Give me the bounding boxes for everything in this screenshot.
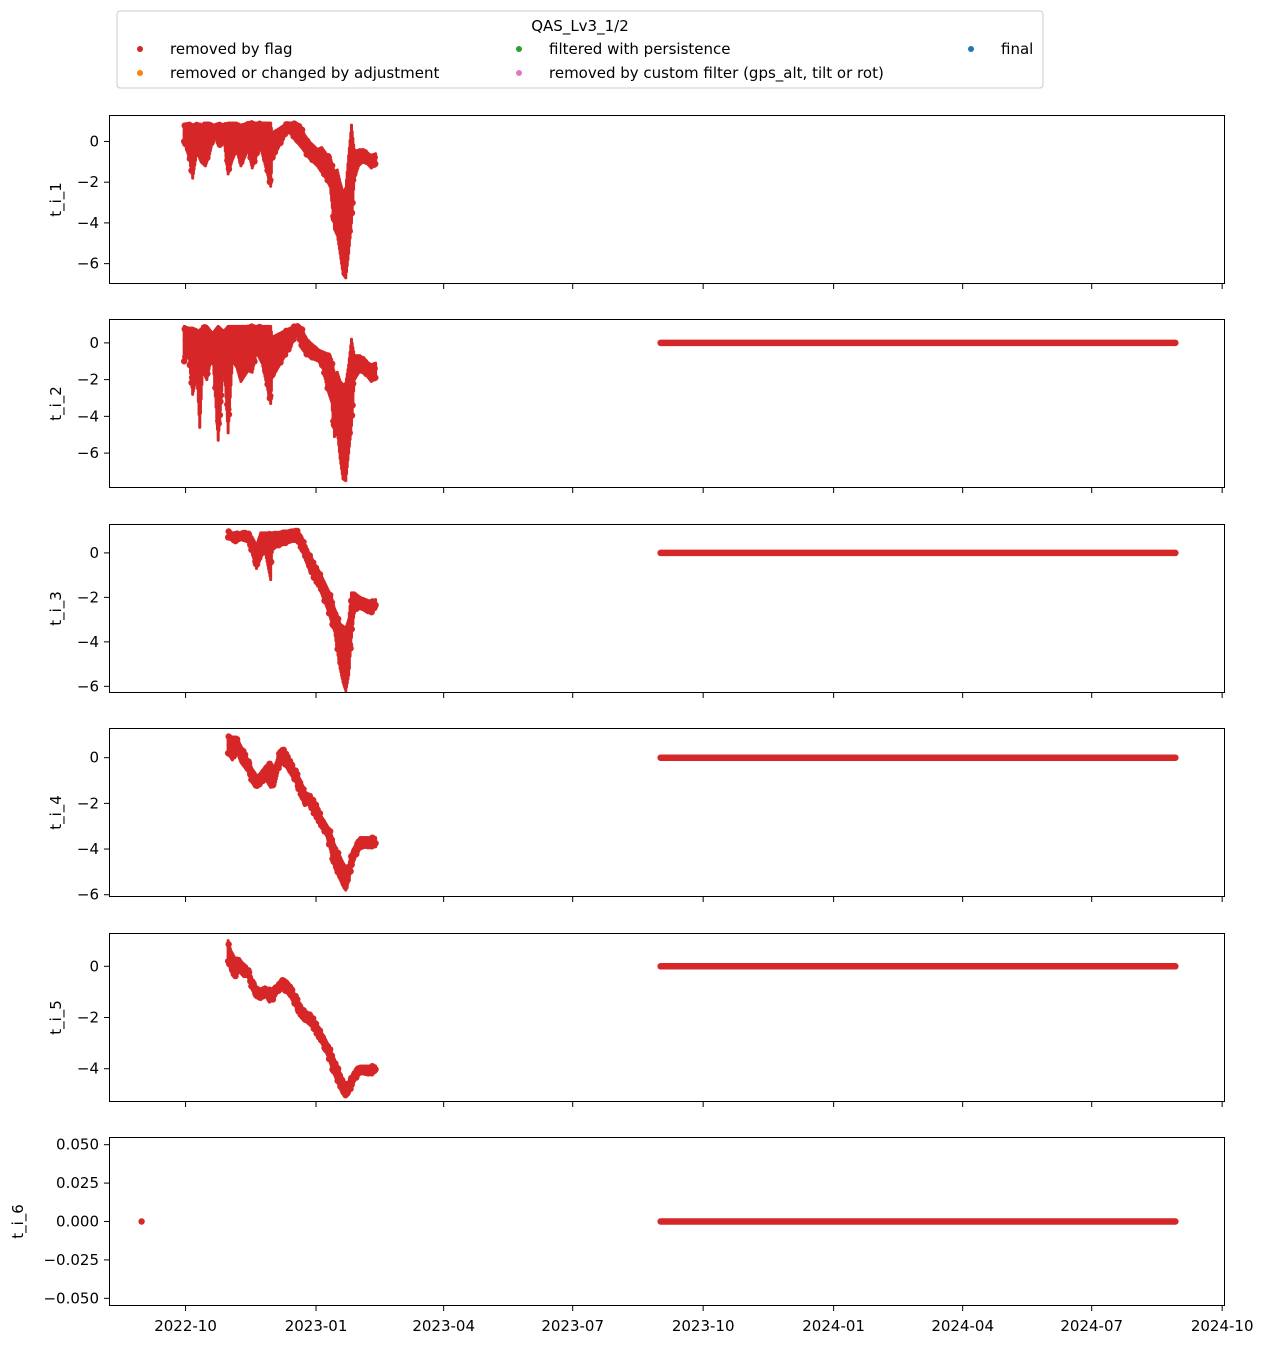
y-tick-label: −4 (77, 407, 99, 425)
x-tick-label: 2024-04 (931, 1317, 994, 1335)
data-points (180, 323, 1179, 483)
subplot-t-i-6: 0.050 0.025 0.000 −0.025 −0.050 t_i_6 2022-10 2… (9, 1136, 1254, 1335)
legend-label-removed-or-changed-by-adjustment: removed or changed by adjustment (170, 64, 439, 82)
y-tick-label: 0 (89, 544, 99, 562)
data-points (180, 120, 379, 280)
y-tick-label: 0 (89, 132, 99, 150)
legend-title: QAS_Lv3_1/2 (531, 17, 629, 36)
y-tick-label: −0.025 (43, 1251, 99, 1269)
y-tick-label: −6 (77, 255, 99, 273)
legend-frame (116, 10, 1044, 89)
subplot-t-i-5: 0 −2 −4 t_i_5 (47, 933, 1225, 1107)
axes-frame (109, 933, 1225, 1102)
legend-label-final: final (1001, 40, 1033, 58)
x-tick-label: 2024-01 (802, 1317, 865, 1335)
legend-marker-filtered-with-persistence (516, 46, 522, 52)
subplot-t-i-1: 0 −2 −4 −6 t_i_1 (47, 115, 1225, 289)
legend-label-filtered-with-persistence: filtered with persistence (549, 40, 730, 58)
data-points (138, 1218, 1179, 1225)
legend-marker-removed-or-changed-by-adjustment (137, 70, 143, 76)
legend-marker-removed-by-flag (137, 46, 143, 52)
y-tick-label: −6 (77, 444, 99, 462)
x-tick-label: 2023-04 (412, 1317, 475, 1335)
y-axis-label: t_i_3 (47, 591, 66, 626)
y-tick-label: 0.025 (56, 1174, 99, 1192)
y-tick-label: −2 (77, 1009, 99, 1027)
y-tick-label: −4 (77, 214, 99, 232)
subplot-t-i-4: 0 −2 −4 −6 t_i_4 (47, 728, 1225, 904)
x-tick-label: 2023-10 (672, 1317, 735, 1335)
y-tick-label: 0 (89, 334, 99, 352)
y-tick-label: 0 (89, 749, 99, 767)
data-point (138, 1218, 145, 1225)
y-axis-label: t_i_2 (47, 386, 66, 421)
subplot-t-i-2: 0 −2 −4 −6 t_i_2 (47, 319, 1225, 493)
legend-label-removed-by-flag: removed by flag (170, 40, 293, 58)
y-tick-label: 0.000 (56, 1213, 99, 1231)
data-points (224, 733, 1179, 892)
subplot-panels: 0 −2 −4 −6 t_i_1 0 −2 −4 −6 t_i_2 0 −2 −4 −6 t_i_3 0 −2 −… (9, 115, 1254, 1335)
legend-marker-removed-by-custom-filter (516, 70, 522, 76)
y-tick-label: −4 (77, 840, 99, 858)
x-tick-label: 2024-10 (1191, 1317, 1254, 1335)
y-tick-label: −2 (77, 371, 99, 389)
y-tick-label: −6 (77, 677, 99, 695)
y-axis-label: t_i_1 (47, 182, 66, 217)
x-tick-label: 2023-07 (541, 1317, 604, 1335)
data-points (224, 527, 1179, 693)
axes-frame (109, 319, 1225, 488)
y-axis-label: t_i_6 (9, 1204, 28, 1239)
y-tick-label: −4 (77, 633, 99, 651)
legend: QAS_Lv3_1/2 removed by flag removed or c… (116, 10, 1044, 89)
subplot-t-i-3: 0 −2 −4 −6 t_i_3 (47, 524, 1225, 698)
y-axis-label: t_i_4 (47, 795, 66, 830)
axes-frame (109, 728, 1225, 897)
legend-label-removed-by-custom-filter: removed by custom filter (gps_alt, tilt … (549, 64, 884, 83)
y-tick-label: 0 (89, 957, 99, 975)
x-tick-label: 2022-10 (154, 1317, 217, 1335)
y-axis-label: t_i_5 (47, 1000, 66, 1035)
axes-frame (109, 1137, 1225, 1306)
x-tick-label: 2024-07 (1060, 1317, 1123, 1335)
y-tick-label: −2 (77, 173, 99, 191)
y-tick-label: −0.050 (43, 1289, 99, 1307)
y-tick-label: −2 (77, 794, 99, 812)
axes-frame (109, 524, 1225, 693)
y-tick-label: −6 (77, 886, 99, 904)
data-points (224, 939, 1179, 1099)
y-tick-label: −4 (77, 1060, 99, 1078)
y-tick-label: 0.050 (56, 1136, 99, 1154)
axes-frame (109, 115, 1225, 284)
x-tick-label: 2023-01 (285, 1317, 348, 1335)
legend-marker-final (968, 46, 974, 52)
y-tick-label: −2 (77, 588, 99, 606)
